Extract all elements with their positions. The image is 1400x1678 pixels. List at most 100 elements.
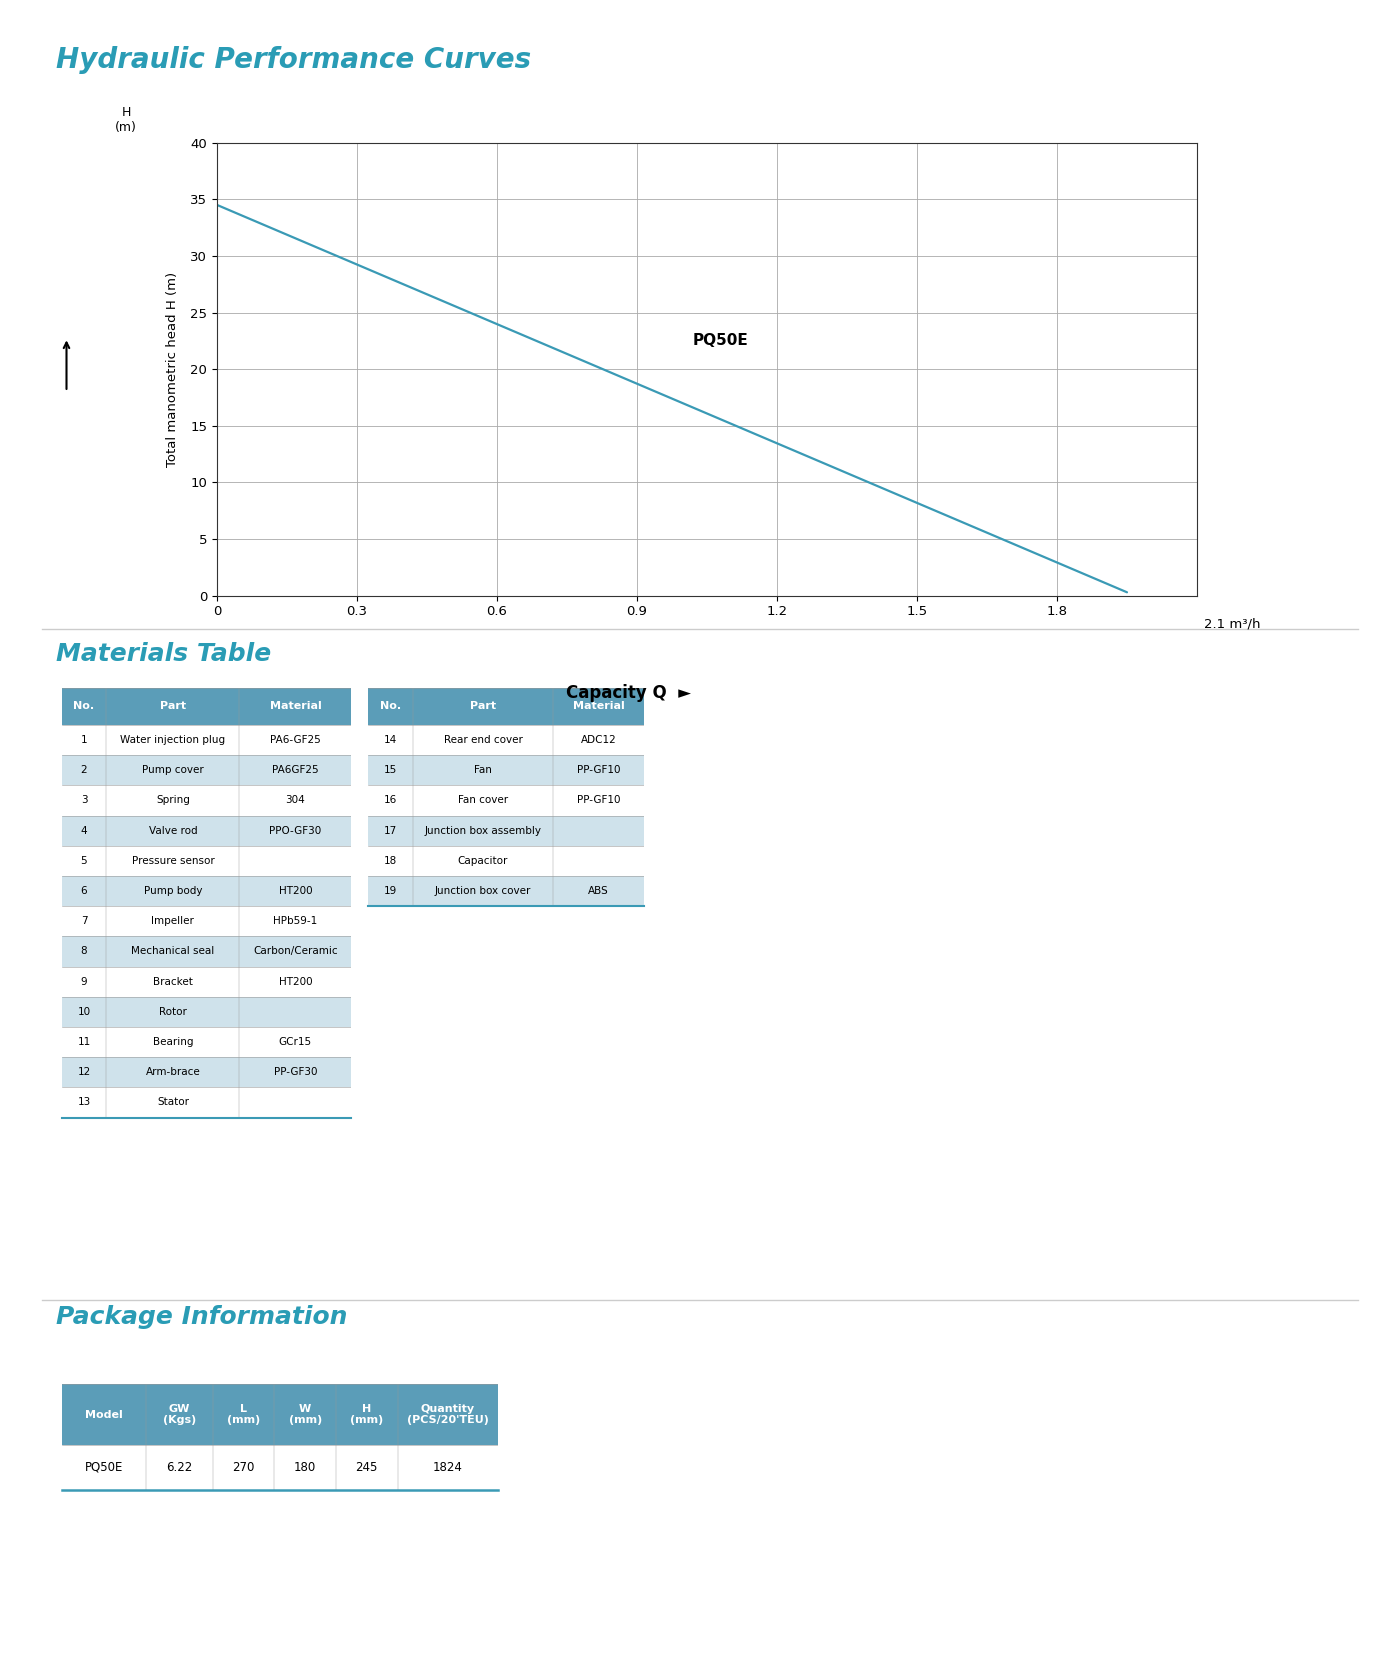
Text: 4: 4 — [81, 826, 87, 836]
Text: 7: 7 — [81, 916, 87, 926]
Bar — [239, 1087, 351, 1118]
Bar — [413, 846, 553, 876]
Bar — [106, 997, 239, 1027]
Bar — [213, 1445, 274, 1490]
Text: 2.1 m³/h: 2.1 m³/h — [1204, 618, 1260, 631]
Bar — [413, 785, 553, 816]
Bar — [62, 997, 106, 1027]
Bar — [62, 967, 106, 997]
Bar — [413, 755, 553, 785]
Text: Capacity Q  ►: Capacity Q ► — [566, 685, 692, 701]
Text: Part: Part — [160, 701, 186, 711]
Bar — [62, 846, 106, 876]
Bar — [106, 725, 239, 755]
Text: 19: 19 — [384, 886, 398, 896]
Text: Bearing: Bearing — [153, 1037, 193, 1047]
Text: Fan: Fan — [475, 765, 491, 775]
Text: 17: 17 — [384, 826, 398, 836]
Text: 180: 180 — [294, 1462, 316, 1473]
Y-axis label: Total manometric head H (m): Total manometric head H (m) — [167, 272, 179, 466]
Bar — [62, 1087, 106, 1118]
Bar — [413, 688, 553, 725]
Text: Bracket: Bracket — [153, 977, 193, 987]
Bar — [62, 1445, 146, 1490]
Text: 10: 10 — [77, 1007, 91, 1017]
Text: PPO-GF30: PPO-GF30 — [269, 826, 322, 836]
Bar — [62, 1057, 106, 1087]
Text: PQ: PQ — [1336, 1415, 1355, 1446]
Bar — [239, 755, 351, 785]
Bar — [106, 846, 239, 876]
Text: 15: 15 — [384, 765, 398, 775]
Text: GCr15: GCr15 — [279, 1037, 312, 1047]
Bar — [239, 936, 351, 967]
Text: 6.22: 6.22 — [167, 1462, 192, 1473]
Bar — [274, 1445, 336, 1490]
Text: Mechanical seal: Mechanical seal — [132, 946, 214, 956]
Bar — [62, 688, 106, 725]
Bar — [106, 1057, 239, 1087]
Bar — [62, 1384, 146, 1445]
Text: No.: No. — [73, 701, 95, 711]
Bar — [62, 1027, 106, 1057]
Text: Capacitor: Capacitor — [458, 856, 508, 866]
Text: Material: Material — [270, 701, 321, 711]
Bar — [239, 997, 351, 1027]
Bar — [213, 1384, 274, 1445]
Bar — [239, 846, 351, 876]
Text: H
(m): H (m) — [115, 106, 137, 134]
Bar — [106, 688, 239, 725]
Text: Spring: Spring — [155, 795, 190, 805]
Bar — [413, 876, 553, 906]
Text: L
(mm): L (mm) — [227, 1404, 260, 1425]
Bar — [62, 725, 106, 755]
Text: Valve rod: Valve rod — [148, 826, 197, 836]
Bar — [62, 876, 106, 906]
Bar — [368, 785, 413, 816]
Text: Rear end cover: Rear end cover — [444, 735, 522, 745]
Bar — [553, 785, 644, 816]
Text: 13: 13 — [77, 1097, 91, 1107]
Bar — [106, 1087, 239, 1118]
Bar — [62, 936, 106, 967]
Bar — [146, 1445, 213, 1490]
Bar — [62, 906, 106, 936]
Bar — [239, 906, 351, 936]
Bar — [553, 688, 644, 725]
Bar — [239, 725, 351, 755]
Bar — [106, 967, 239, 997]
Text: Part: Part — [470, 701, 496, 711]
Bar — [62, 785, 106, 816]
Bar — [106, 785, 239, 816]
Bar — [106, 936, 239, 967]
Text: 16: 16 — [384, 795, 398, 805]
Text: Junction box assembly: Junction box assembly — [424, 826, 542, 836]
Bar — [553, 725, 644, 755]
Text: ADC12: ADC12 — [581, 735, 616, 745]
Text: Pressure sensor: Pressure sensor — [132, 856, 214, 866]
Text: 2: 2 — [81, 765, 87, 775]
Text: PP-GF30: PP-GF30 — [273, 1067, 318, 1077]
Text: Materials Table: Materials Table — [56, 643, 272, 666]
Text: HT200: HT200 — [279, 886, 312, 896]
Text: Material: Material — [573, 701, 624, 711]
Text: Model: Model — [85, 1410, 122, 1420]
Text: HPb59-1: HPb59-1 — [273, 916, 318, 926]
Bar — [239, 1057, 351, 1087]
Bar — [398, 1445, 498, 1490]
Bar — [336, 1384, 398, 1445]
Bar — [106, 755, 239, 785]
Bar — [239, 876, 351, 906]
Bar — [553, 876, 644, 906]
Text: Junction box cover: Junction box cover — [435, 886, 531, 896]
Bar — [553, 846, 644, 876]
Bar — [336, 1445, 398, 1490]
Text: Fan cover: Fan cover — [458, 795, 508, 805]
Bar — [106, 876, 239, 906]
Text: 11: 11 — [77, 1037, 91, 1047]
Text: Hydraulic Performance Curves: Hydraulic Performance Curves — [56, 47, 531, 74]
Text: 18: 18 — [384, 856, 398, 866]
Text: No.: No. — [379, 701, 402, 711]
Bar — [368, 755, 413, 785]
Text: PQ50E: PQ50E — [693, 334, 749, 349]
